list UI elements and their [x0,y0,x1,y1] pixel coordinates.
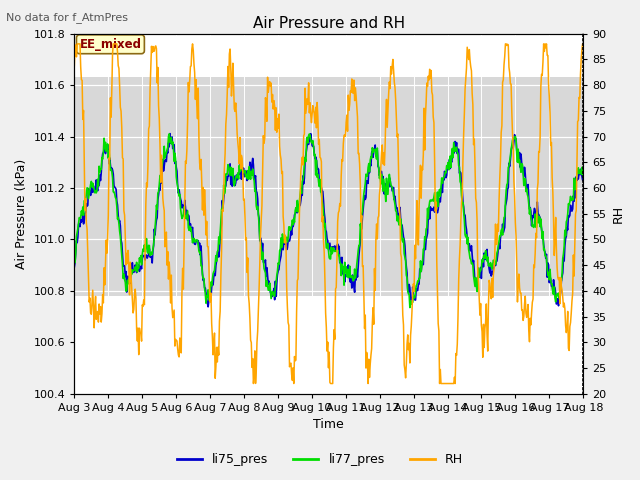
Text: EE_mixed: EE_mixed [79,38,141,51]
Legend: li75_pres, li77_pres, RH: li75_pres, li77_pres, RH [172,448,468,471]
Bar [74,77,583,296]
Y-axis label: Air Pressure (kPa): Air Pressure (kPa) [15,158,28,269]
Y-axis label: RH: RH [612,204,625,223]
X-axis label: Time: Time [314,419,344,432]
Title: Air Pressure and RH: Air Pressure and RH [253,16,405,31]
Text: No data for f_AtmPres: No data for f_AtmPres [6,12,129,23]
